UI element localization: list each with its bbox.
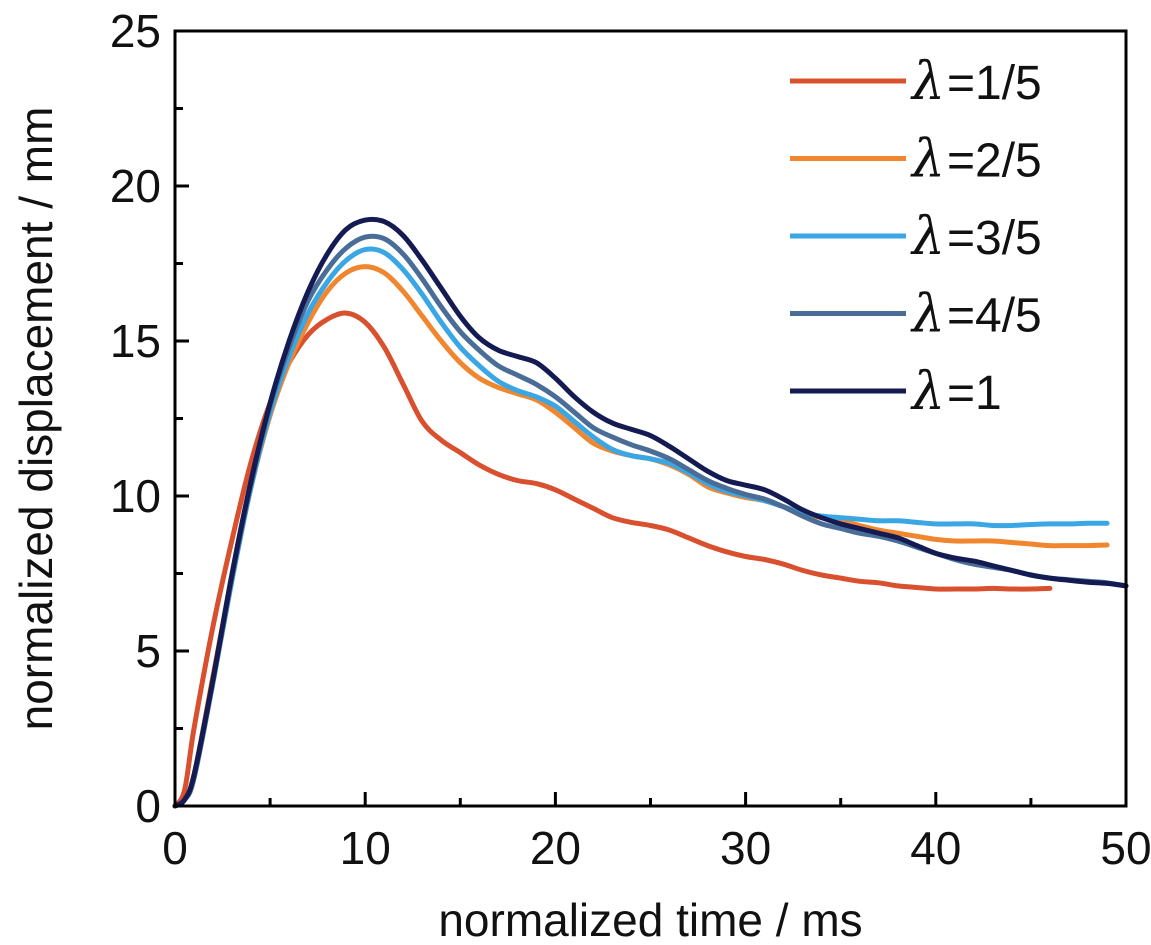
legend-item-4: λ=4/5 <box>790 285 1042 345</box>
y-tick-label: 0 <box>135 780 161 832</box>
legend-label: λ=3/5 <box>910 207 1042 267</box>
legend-value: =1/5 <box>947 57 1042 110</box>
y-tick-label: 5 <box>135 625 161 677</box>
legend-item-2: λ=2/5 <box>790 130 1042 190</box>
x-tick-label: 0 <box>162 822 188 874</box>
y-tick-label: 10 <box>110 470 161 522</box>
y-axis-ticks: 0 5 10 15 20 25 <box>110 5 189 832</box>
x-tick-label: 20 <box>530 822 581 874</box>
legend-item-5: λ=1 <box>790 362 1002 422</box>
y-axis-title: normalized displacement / mm <box>10 107 62 731</box>
x-tick-label: 10 <box>340 822 391 874</box>
series-layer <box>172 216 1129 809</box>
legend-label: λ=2/5 <box>910 130 1042 190</box>
series-line-5 <box>172 216 1129 809</box>
x-axis-ticks: 0 10 20 30 40 50 <box>162 792 1151 874</box>
y-tick-label: 25 <box>110 5 161 57</box>
x-axis-title: normalized time / ms <box>438 894 862 945</box>
y-tick-label: 20 <box>110 160 161 212</box>
series-line-3 <box>172 246 1110 809</box>
legend-item-1: λ=1/5 <box>790 52 1042 112</box>
legend: λ=1/5λ=2/5λ=3/5λ=4/5λ=1 <box>790 52 1042 422</box>
legend-symbol: λ <box>910 285 945 345</box>
x-tick-label: 40 <box>910 822 961 874</box>
legend-symbol: λ <box>910 207 945 267</box>
x-tick-label: 30 <box>720 822 771 874</box>
legend-item-3: λ=3/5 <box>790 207 1042 267</box>
legend-value: =2/5 <box>947 135 1042 188</box>
series-line-2 <box>172 264 1110 809</box>
legend-label: λ=4/5 <box>910 285 1042 345</box>
legend-value: =1 <box>947 367 1002 420</box>
legend-label: λ=1/5 <box>910 52 1042 112</box>
legend-value: =3/5 <box>947 212 1042 265</box>
y-tick-label: 15 <box>110 315 161 367</box>
x-tick-label: 50 <box>1100 822 1151 874</box>
legend-label: λ=1 <box>910 362 1002 422</box>
legend-symbol: λ <box>910 362 945 422</box>
legend-value: =4/5 <box>947 290 1042 343</box>
legend-symbol: λ <box>910 130 945 190</box>
legend-symbol: λ <box>910 52 945 112</box>
